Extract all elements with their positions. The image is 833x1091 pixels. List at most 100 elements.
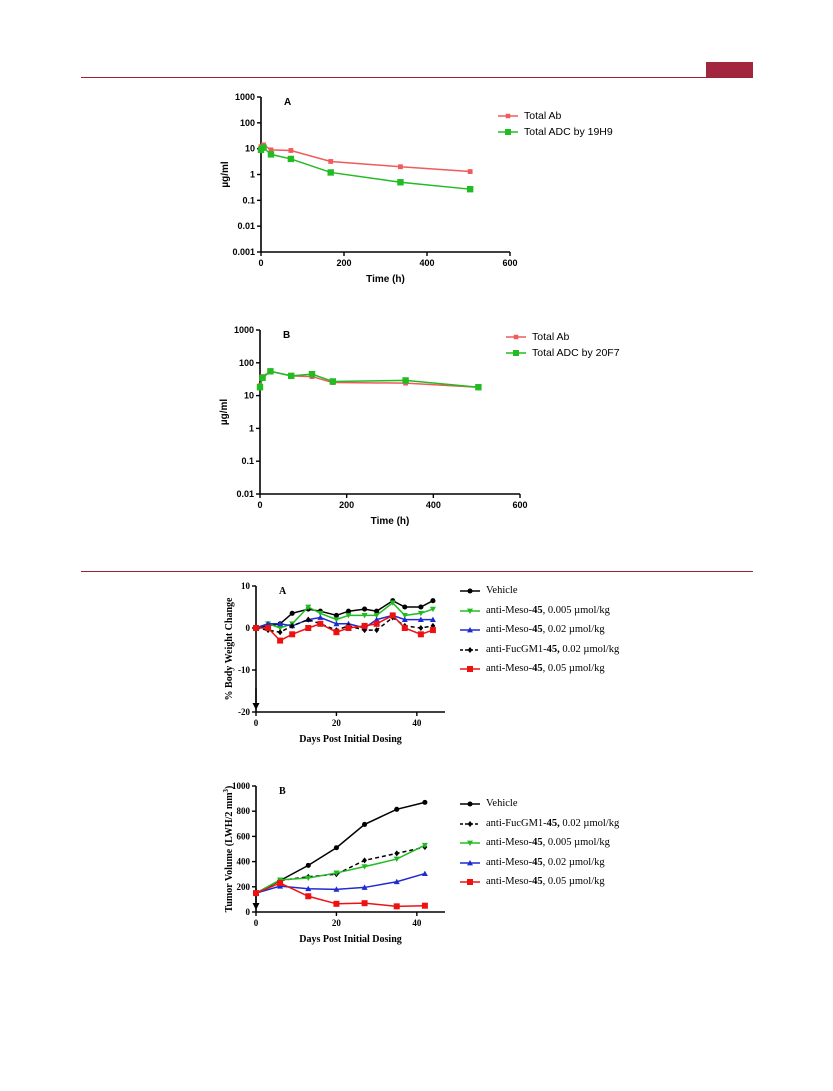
data-point-series-1 bbox=[267, 151, 275, 158]
data-point-series-3 bbox=[418, 625, 424, 631]
data-point-series-2 bbox=[373, 616, 380, 622]
y-tick-label: 1000 bbox=[235, 92, 255, 102]
y-tick-label: 800 bbox=[237, 806, 251, 816]
legend-marker bbox=[513, 350, 519, 356]
dosing-arrow-icon bbox=[252, 703, 260, 710]
data-point-series-0 bbox=[398, 164, 403, 170]
header-accent-block bbox=[706, 62, 753, 77]
data-point-series-4 bbox=[361, 900, 368, 907]
data-point-series-4 bbox=[389, 612, 396, 619]
x-axis-label: Days Post Initial Dosing bbox=[299, 734, 402, 745]
legend-marker bbox=[513, 334, 519, 340]
data-point-series-3 bbox=[361, 884, 368, 890]
data-point-series-0 bbox=[402, 604, 408, 610]
data-point-series-1 bbox=[267, 368, 274, 375]
data-point-series-2 bbox=[421, 842, 428, 849]
legend-marker bbox=[505, 113, 511, 119]
data-point-series-0 bbox=[305, 862, 311, 868]
data-point-series-3 bbox=[374, 627, 380, 634]
legend-swatch bbox=[460, 820, 480, 827]
x-axis-label: Time (h) bbox=[366, 274, 405, 285]
x-tick-label: 400 bbox=[426, 500, 441, 510]
legend-item-0: Total Ab bbox=[505, 331, 685, 343]
chart-a-total-ab-19h9: 0.001 0.01 0.1 1 10 100 1000 0 200 400 600 Time (h)… bbox=[220, 92, 518, 285]
legend-marker bbox=[467, 840, 473, 846]
data-point-series-3 bbox=[362, 627, 367, 634]
y-tick-label: 400 bbox=[237, 857, 251, 867]
data-point-series-1 bbox=[394, 850, 400, 857]
legend-label: Total ADC by 20F7 bbox=[532, 347, 620, 359]
y-tick-label: 10 bbox=[241, 581, 251, 591]
legend-swatch bbox=[460, 646, 480, 653]
data-point-series-3 bbox=[289, 622, 295, 629]
chart-body-weight-change: -20 -10 0 10 0 20 40 Days Post Initial Dosing % … bbox=[224, 581, 445, 745]
data-point-series-0 bbox=[422, 799, 428, 805]
legend-item-1: anti-Meso-45, 0.005 µmol/kg bbox=[459, 605, 679, 617]
x-tick-label: 200 bbox=[339, 500, 354, 510]
data-point-series-0 bbox=[362, 606, 368, 612]
legend-label: anti-Meso-45, 0.05 µmol/kg bbox=[486, 876, 605, 887]
data-point-series-2 bbox=[393, 856, 400, 863]
y-tick-label: 1 bbox=[249, 423, 254, 433]
data-point-series-3 bbox=[393, 878, 400, 885]
legend-item-0: Vehicle bbox=[459, 798, 679, 810]
y-tick-label: 200 bbox=[237, 882, 251, 892]
data-point-series-0 bbox=[328, 159, 334, 164]
y-tick-label: 1000 bbox=[232, 781, 251, 791]
legend-label: anti-Meso-45, 0.005 µmol/kg bbox=[486, 837, 610, 848]
x-tick-label: 20 bbox=[332, 718, 342, 728]
data-point-series-3 bbox=[421, 870, 428, 876]
data-point-series-0 bbox=[467, 169, 473, 174]
legend-item-4: anti-Meso-45, 0.05 µmol/kg bbox=[459, 663, 679, 675]
data-point-series-1 bbox=[333, 617, 340, 623]
data-point-series-4 bbox=[253, 890, 259, 897]
y-tick-label: 1000 bbox=[234, 325, 254, 335]
legend-item-3: anti-FucGM1-45, 0.02 µmol/kg bbox=[459, 644, 679, 656]
data-point-series-1 bbox=[317, 610, 324, 617]
panel-label: B bbox=[279, 786, 286, 797]
legend-label: anti-Meso-45, 0.02 µmol/kg bbox=[486, 856, 605, 868]
data-point-series-4 bbox=[333, 629, 340, 636]
data-point-series-4 bbox=[417, 631, 424, 638]
x-tick-label: 400 bbox=[419, 258, 434, 268]
legend-label: anti-Meso-45, 0.02 µmol/kg bbox=[486, 624, 605, 635]
data-point-series-1 bbox=[417, 610, 424, 617]
legend-marker bbox=[505, 129, 511, 135]
data-point-series-1 bbox=[475, 384, 482, 391]
legend-marker bbox=[467, 801, 473, 807]
data-point-series-4 bbox=[289, 631, 296, 638]
data-point-series-4 bbox=[401, 625, 408, 631]
x-tick-label: 20 bbox=[332, 918, 342, 928]
y-tick-label: 0.1 bbox=[241, 456, 254, 466]
y-tick-label: 0.1 bbox=[242, 195, 255, 205]
legend-swatch bbox=[506, 350, 526, 356]
legend-swatch bbox=[498, 113, 518, 119]
x-tick-label: 600 bbox=[502, 258, 517, 268]
y-tick-label: 0.01 bbox=[237, 221, 255, 231]
legend-swatch bbox=[460, 588, 480, 594]
data-point-series-1 bbox=[389, 600, 396, 606]
data-point-series-3 bbox=[305, 885, 312, 892]
data-point-series-1 bbox=[373, 613, 380, 619]
data-point-series-1 bbox=[287, 155, 295, 163]
y-tick-label: 0 bbox=[246, 623, 251, 633]
x-tick-label: 40 bbox=[412, 718, 422, 728]
data-point-series-1 bbox=[260, 144, 267, 151]
data-point-series-0 bbox=[288, 148, 294, 153]
y-axis-label: % Body Weight Change bbox=[224, 597, 235, 700]
data-point-series-4 bbox=[345, 625, 352, 631]
legend-item-1: Total ADC by 20F7 bbox=[505, 347, 685, 359]
y-axis-label: Tumor Volume (LWH/2 mm3) bbox=[222, 786, 235, 913]
data-point-series-1 bbox=[259, 374, 266, 381]
chart-b-total-ab-20f7: 0.01 0.1 1 10 100 1000 0 200 400 600 Time (h) µg/ml… bbox=[219, 325, 528, 527]
data-point-series-1 bbox=[466, 185, 474, 193]
legend-label: anti-FucGM1-45, 0.02 µmol/kg bbox=[486, 643, 620, 655]
legend-item-2: anti-Meso-45, 0.005 µmol/kg bbox=[459, 837, 679, 849]
data-point-series-2 bbox=[361, 864, 368, 870]
data-point-series-4 bbox=[421, 902, 428, 909]
data-point-series-0 bbox=[418, 604, 424, 610]
data-point-series-4 bbox=[305, 625, 312, 631]
data-point-series-2 bbox=[317, 614, 324, 620]
data-point-series-1 bbox=[329, 378, 336, 385]
data-point-series-3 bbox=[430, 622, 436, 629]
